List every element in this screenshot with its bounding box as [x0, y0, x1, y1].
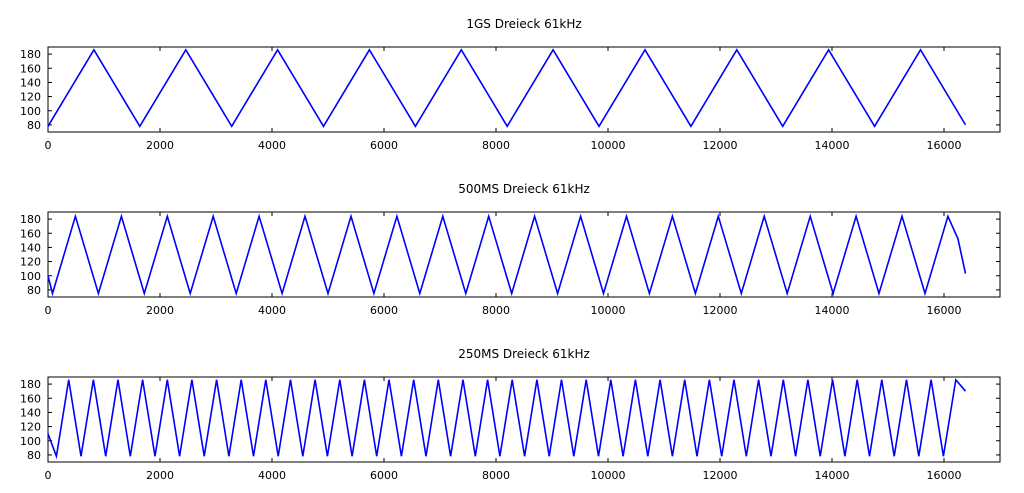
y-tick-label: 180 [20, 378, 41, 391]
x-tick-label: 16000 [927, 469, 962, 482]
x-tick-label: 8000 [482, 139, 510, 152]
x-tick-label: 2000 [146, 304, 174, 317]
x-tick-label: 10000 [591, 469, 626, 482]
y-tick-label: 180 [20, 213, 41, 226]
y-tick-label: 140 [20, 241, 41, 254]
x-tick-label: 4000 [258, 139, 286, 152]
y-tick-label: 120 [20, 91, 41, 104]
series-line-1 [47, 213, 967, 297]
x-tick-label: 0 [45, 469, 52, 482]
x-tick-label: 0 [45, 139, 52, 152]
x-tick-label: 8000 [482, 304, 510, 317]
y-tick-label: 100 [20, 435, 41, 448]
x-tick-label: 14000 [815, 469, 850, 482]
y-tick-label: 120 [20, 421, 41, 434]
y-tick-label: 100 [20, 270, 41, 283]
x-tick-label: 14000 [815, 139, 850, 152]
y-tick-label: 80 [27, 284, 41, 297]
x-tick-label: 0 [45, 304, 52, 317]
y-tick-label: 80 [27, 119, 41, 132]
x-tick-label: 4000 [258, 304, 286, 317]
x-tick-label: 12000 [703, 139, 738, 152]
x-tick-label: 2000 [146, 139, 174, 152]
chart-title: 500MS Dreieck 61kHz [458, 182, 590, 196]
x-tick-label: 6000 [370, 304, 398, 317]
x-tick-label: 4000 [258, 469, 286, 482]
x-tick-label: 12000 [703, 304, 738, 317]
y-tick-label: 160 [20, 392, 41, 405]
x-tick-label: 12000 [703, 469, 738, 482]
x-tick-label: 16000 [927, 139, 962, 152]
chart-title: 250MS Dreieck 61kHz [458, 347, 590, 361]
x-tick-label: 10000 [591, 304, 626, 317]
y-tick-label: 140 [20, 406, 41, 419]
y-tick-label: 160 [20, 62, 41, 75]
plot-frame [47, 211, 1001, 298]
x-tick-label: 10000 [591, 139, 626, 152]
plot-frame [47, 376, 1001, 463]
series-line-1 [47, 377, 967, 460]
y-tick-label: 80 [27, 449, 41, 462]
y-tick-label: 180 [20, 48, 41, 61]
y-tick-label: 100 [20, 105, 41, 118]
y-tick-label: 120 [20, 256, 41, 269]
series-line-1 [47, 48, 967, 128]
x-tick-label: 6000 [370, 139, 398, 152]
x-tick-label: 16000 [927, 304, 962, 317]
x-tick-label: 6000 [370, 469, 398, 482]
x-tick-label: 14000 [815, 304, 850, 317]
y-tick-label: 140 [20, 76, 41, 89]
plot-frame [47, 46, 1001, 133]
x-tick-label: 8000 [482, 469, 510, 482]
x-tick-label: 2000 [146, 469, 174, 482]
y-tick-label: 160 [20, 227, 41, 240]
chart-title: 1GS Dreieck 61kHz [466, 17, 581, 31]
